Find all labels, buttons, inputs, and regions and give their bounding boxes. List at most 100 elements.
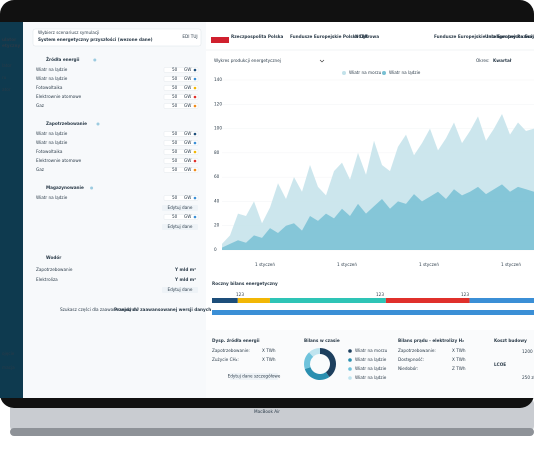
row-value: 50 <box>172 131 178 136</box>
edit-button-bg[interactable] <box>162 205 198 211</box>
section-title: Roczny bilans energetyczny <box>212 281 278 286</box>
legend-label: Wiatr na lądzie <box>355 366 387 371</box>
card-title: Bilans prądu - elektrolizy H₂ <box>398 338 464 343</box>
x-tick-label: 1 styczeń <box>255 262 275 267</box>
edit-button: Edytuj dane <box>167 224 192 229</box>
y-tick-label: 80 <box>214 150 220 155</box>
card-row: Niedobór: <box>398 366 418 371</box>
row-unit: GW <box>184 85 191 90</box>
row-unit: GW <box>184 158 191 163</box>
edit-button: Edytuj dane <box>167 205 192 210</box>
row-value: 50 <box>172 103 178 108</box>
edit-button-bg[interactable] <box>162 224 198 230</box>
card-row: X TWh <box>262 357 276 362</box>
series-dot <box>193 104 197 108</box>
card-row: X TWh <box>452 357 466 362</box>
donut-segment <box>320 348 336 377</box>
logo-flag <box>211 37 229 43</box>
stepper[interactable] <box>163 85 199 91</box>
logo: Fundusze Europejskie Inteligentny Rozwój <box>434 34 534 39</box>
laptop-base-edge <box>10 428 534 436</box>
edit-button-bg[interactable] <box>162 287 198 293</box>
row-label: Elektroliza <box>36 277 58 282</box>
series-dot <box>193 77 197 81</box>
legend-dot <box>342 71 346 75</box>
stepper[interactable] <box>163 76 199 82</box>
scenario-select[interactable] <box>32 28 202 47</box>
row-value: 50 <box>172 140 178 145</box>
row-label: Elektrownie atomowe <box>36 158 82 163</box>
stepper[interactable] <box>163 103 199 109</box>
info-icon <box>96 122 100 126</box>
row-unit: GW <box>184 195 191 200</box>
y-tick-label: 0 <box>214 247 217 252</box>
sidebar-item: ojęcie <box>2 351 15 356</box>
sidebar-title: ulator <box>2 37 17 42</box>
row-label: Wiatr na lądzie <box>36 67 68 72</box>
row-value: 50 <box>172 167 178 172</box>
period-label: Okres: <box>476 58 490 63</box>
stepper[interactable] <box>163 94 199 100</box>
balance-segment <box>212 310 534 315</box>
card-row: X TWh <box>262 348 276 353</box>
card-row: Dostępność: <box>398 357 424 362</box>
row-value: 50 <box>172 214 178 219</box>
card-title: Koszt budowy <box>494 338 527 343</box>
row-value: 50 <box>172 94 178 99</box>
footer-link[interactable]: Przejdź do zaawansowanej wersji danych <box>114 307 211 312</box>
series-dot <box>193 86 197 90</box>
row-label: Wiatr na lądzie <box>36 195 68 200</box>
balance-segment <box>385 298 470 303</box>
series-dot <box>193 168 197 172</box>
row-value: 50 <box>172 149 178 154</box>
stepper[interactable] <box>163 158 199 164</box>
logo: NCBR <box>355 34 369 39</box>
cards-area <box>206 330 534 398</box>
series-dot <box>193 196 197 200</box>
y-tick-label: 140 <box>214 77 222 82</box>
donut-segment <box>309 348 320 357</box>
legend-label: Wiatr na lądzie <box>389 70 421 75</box>
section-title: Magazynowanie <box>46 185 84 190</box>
legend-label: Wiatr na morzu <box>355 348 388 353</box>
series-dot <box>193 68 197 72</box>
series-dot <box>193 159 197 163</box>
card-title: Bilans w czasie <box>304 338 340 343</box>
balance-segment <box>237 298 270 303</box>
legend-label: Wiatr na morzu <box>349 70 382 75</box>
stepper[interactable] <box>163 167 199 173</box>
card-row: Zapotrzebowanie: <box>398 348 436 353</box>
balance-segment <box>469 298 534 303</box>
balance-segment <box>269 298 386 303</box>
card-row: LCOE <box>494 362 506 367</box>
sidebar-item: ru <box>2 75 7 80</box>
laptop-label: MacBook Air <box>254 409 280 414</box>
chart-title: Wykres produkcji energetycznej <box>214 58 281 63</box>
sidebar-item: macja <box>2 365 15 370</box>
legend-dot <box>348 367 352 371</box>
section-title: Źródła energii <box>46 57 80 62</box>
row-value: 50 <box>172 195 178 200</box>
stepper[interactable] <box>163 149 199 155</box>
logo: Fundusze Europejskie Polska Cyfrowa <box>290 34 379 39</box>
stepper[interactable] <box>163 131 199 137</box>
edit-button-bg[interactable] <box>230 373 278 380</box>
card-row: X TWh <box>452 348 466 353</box>
period-value: Kwartał <box>493 58 512 63</box>
marker-label: 123 <box>461 292 469 297</box>
row-unit: GW <box>184 76 191 81</box>
row-value: Y mld m³ <box>174 277 196 282</box>
row-value: 50 <box>172 85 178 90</box>
section-title: Zapotrzebowanie <box>46 121 87 126</box>
sidebar <box>0 22 23 398</box>
legend-dot <box>348 349 352 353</box>
stepper[interactable] <box>163 214 199 220</box>
legend-label: Wiatr na lądzie <box>355 375 387 380</box>
series-dot <box>193 215 197 219</box>
sidebar-title: etyczny <box>2 43 20 48</box>
stepper[interactable] <box>163 67 199 73</box>
stepper[interactable] <box>163 195 199 201</box>
stepper[interactable] <box>163 140 199 146</box>
scenario-value: System energetyczny przyszłości (wezone … <box>38 37 153 42</box>
